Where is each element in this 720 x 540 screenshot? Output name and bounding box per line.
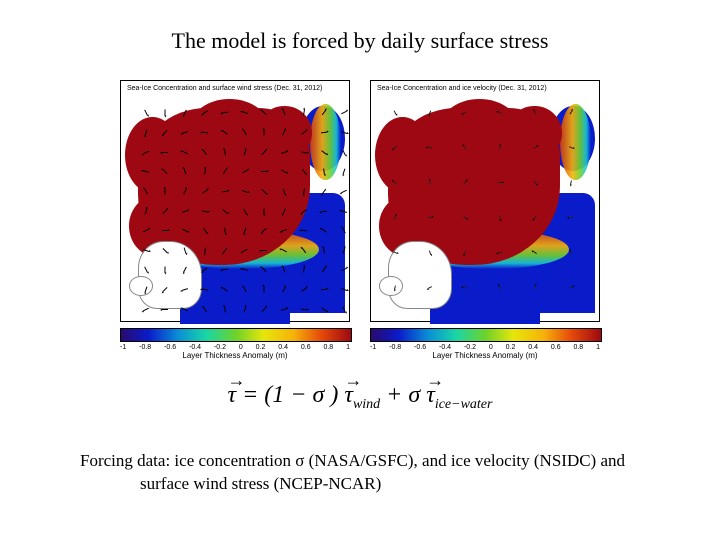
colorbar-right: -1 -0.8 -0.6 -0.4 -0.2 0 0.2 0.4 0.6 0.8 1 Layer T…	[370, 328, 600, 360]
tick-label: 1	[596, 344, 600, 351]
tick-label: -0.6	[164, 344, 176, 351]
sea-ice	[257, 106, 312, 161]
ice-subscript: ice−water	[435, 397, 493, 412]
colorbar-left: -1 -0.8 -0.6 -0.4 -0.2 0 0.2 0.4 0.6 0.8 1 Layer T…	[120, 328, 350, 360]
sigma-symbol: σ	[313, 382, 325, 408]
map-title-right: Sea-Ice Concentration and ice velocity (…	[377, 85, 547, 92]
page-title: The model is forced by daily surface str…	[0, 28, 720, 54]
tick-label: 1	[346, 344, 350, 351]
tick-label: 0.8	[323, 344, 333, 351]
tick-label: -0.2	[214, 344, 226, 351]
tick-label: 0.6	[551, 344, 561, 351]
tick-label: 0.2	[506, 344, 516, 351]
tau-symbol: →τ	[228, 382, 237, 409]
colorbar-ticks: -1 -0.8 -0.6 -0.4 -0.2 0 0.2 0.4 0.6 0.8 1	[370, 344, 600, 351]
arctic-map-right	[375, 95, 595, 313]
tick-label: -0.8	[139, 344, 151, 351]
eq-text: )	[330, 382, 338, 408]
colorbar-gradient	[120, 328, 352, 342]
map-panel-right: Sea-Ice Concentration and ice velocity (…	[370, 80, 600, 322]
tick-label: -0.4	[439, 344, 451, 351]
sea-ice	[191, 99, 268, 154]
tick-label: -1	[120, 344, 126, 351]
colorbar-gradient	[370, 328, 602, 342]
forcing-equation: →τ = (1 − σ ) →τwind + σ →τice−water	[0, 382, 720, 413]
tick-label: 0.2	[256, 344, 266, 351]
wind-subscript: wind	[353, 397, 380, 412]
greenland	[388, 241, 452, 308]
tick-label: 0.6	[301, 344, 311, 351]
map-panel-left: Sea-Ice Concentration and surface wind s…	[120, 80, 350, 322]
tick-label: -0.2	[464, 344, 476, 351]
tick-label: -1	[370, 344, 376, 351]
tick-label: 0.8	[573, 344, 583, 351]
map-title-left: Sea-Ice Concentration and surface wind s…	[127, 85, 322, 92]
tick-label: -0.6	[414, 344, 426, 351]
colorbar-ticks: -1 -0.8 -0.6 -0.4 -0.2 0 0.2 0.4 0.6 0.8 1	[120, 344, 350, 351]
colorbar-row: -1 -0.8 -0.6 -0.4 -0.2 0 0.2 0.4 0.6 0.8 1 Layer T…	[120, 328, 600, 360]
ice-edge	[560, 104, 591, 180]
caption-line2: surface wind stress (NCEP-NCAR)	[80, 473, 640, 496]
tick-label: 0.4	[528, 344, 538, 351]
iceland	[129, 276, 153, 295]
greenland	[138, 241, 202, 308]
plus-sign: +	[386, 382, 408, 408]
tick-label: 0	[239, 344, 243, 351]
tick-label: 0.4	[278, 344, 288, 351]
ice-edge	[310, 104, 341, 180]
tick-label: -0.4	[189, 344, 201, 351]
forcing-caption: Forcing data: ice concentration σ (NASA/…	[80, 450, 640, 496]
map-row: Sea-Ice Concentration and surface wind s…	[120, 80, 600, 330]
colorbar-label: Layer Thickness Anomaly (m)	[370, 351, 600, 360]
tick-label: -0.8	[389, 344, 401, 351]
caption-line1: Forcing data: ice concentration σ (NASA/…	[80, 451, 625, 470]
colorbar-label: Layer Thickness Anomaly (m)	[120, 351, 350, 360]
sea-ice	[125, 117, 180, 193]
sigma-symbol: σ	[408, 382, 420, 408]
tau-ice: →τ	[426, 382, 435, 409]
eq-text: = (1 −	[242, 382, 312, 408]
sea-ice	[441, 99, 518, 154]
tau-wind: →τ	[344, 382, 353, 409]
iceland	[379, 276, 403, 295]
sea-ice	[507, 106, 562, 161]
arctic-map-left	[125, 95, 345, 313]
tick-label: 0	[489, 344, 493, 351]
sea-ice	[375, 117, 430, 193]
